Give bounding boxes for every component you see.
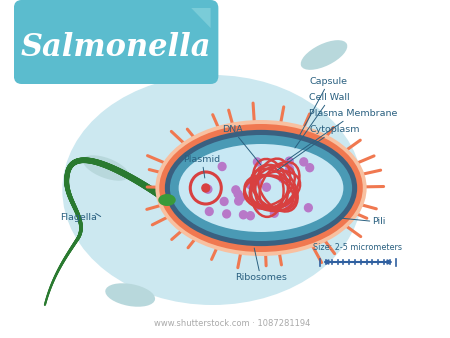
Circle shape (286, 202, 293, 210)
Circle shape (306, 164, 314, 172)
Ellipse shape (179, 144, 343, 232)
Circle shape (300, 158, 308, 166)
Circle shape (239, 211, 247, 219)
Circle shape (263, 183, 270, 191)
Circle shape (220, 197, 228, 206)
Circle shape (279, 174, 287, 182)
Circle shape (223, 210, 230, 218)
Circle shape (237, 194, 245, 201)
Circle shape (253, 177, 261, 185)
Text: Cell Wall: Cell Wall (295, 94, 350, 148)
Circle shape (235, 197, 243, 205)
Circle shape (254, 202, 262, 210)
Text: Ribosomes: Ribosomes (235, 248, 287, 283)
Text: Flagella: Flagella (60, 214, 97, 222)
Circle shape (305, 204, 312, 212)
FancyBboxPatch shape (14, 0, 218, 84)
Ellipse shape (170, 135, 352, 241)
Ellipse shape (105, 283, 155, 307)
Text: Capsule: Capsule (300, 77, 347, 135)
Circle shape (270, 209, 278, 217)
Circle shape (253, 158, 261, 166)
Circle shape (232, 186, 240, 194)
Text: www.shutterstock.com · 1087281194: www.shutterstock.com · 1087281194 (154, 319, 310, 328)
Ellipse shape (83, 155, 129, 181)
Ellipse shape (301, 40, 347, 70)
Circle shape (248, 180, 256, 188)
Ellipse shape (63, 75, 363, 305)
Circle shape (205, 208, 213, 215)
Circle shape (204, 185, 212, 193)
Circle shape (234, 190, 242, 198)
Text: Size: 2-5 micrometers: Size: 2-5 micrometers (314, 243, 402, 252)
Circle shape (285, 157, 293, 165)
Ellipse shape (158, 194, 176, 206)
Text: Pili: Pili (339, 217, 386, 226)
Circle shape (286, 165, 293, 173)
Circle shape (218, 163, 226, 170)
Text: DNA: DNA (222, 125, 261, 165)
Text: Plasmid: Plasmid (184, 155, 220, 178)
Ellipse shape (159, 124, 363, 252)
Circle shape (247, 181, 255, 189)
Ellipse shape (155, 120, 367, 256)
Circle shape (247, 212, 254, 220)
Text: Cytoplasm: Cytoplasm (278, 125, 360, 170)
Text: Salmonella: Salmonella (20, 31, 211, 63)
Polygon shape (191, 8, 211, 28)
Circle shape (202, 184, 210, 192)
Text: Plasma Membrane: Plasma Membrane (287, 110, 398, 160)
